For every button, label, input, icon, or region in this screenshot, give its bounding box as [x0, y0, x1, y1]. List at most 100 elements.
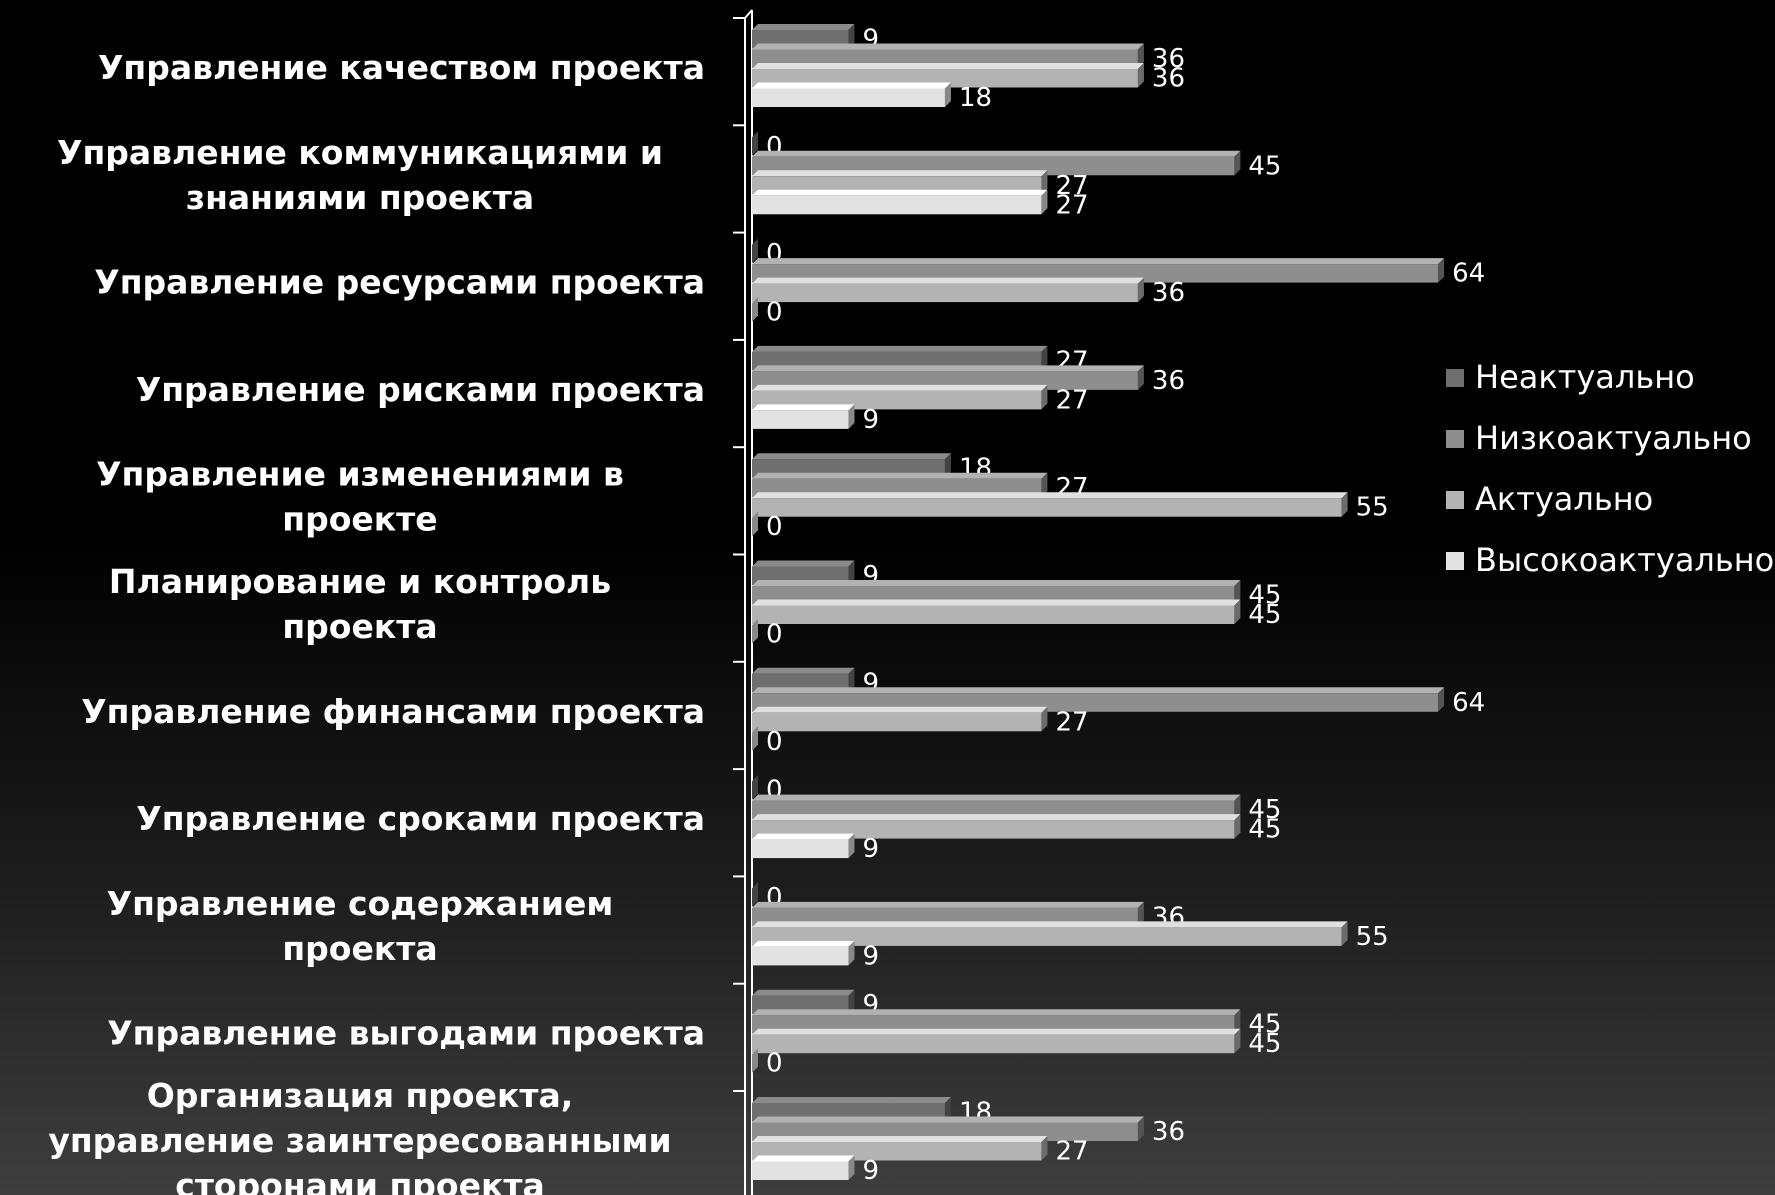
bar-top-face	[752, 794, 1241, 801]
bar-top-face	[752, 1028, 1241, 1035]
category-label: сторонами проекта	[175, 1166, 545, 1195]
bar-top-face	[752, 24, 855, 30]
bar-side-face	[1234, 1009, 1241, 1034]
bar-top-face	[752, 404, 855, 411]
bar-top-face	[752, 1155, 855, 1162]
bar-top-face	[752, 1009, 1241, 1016]
legend: Неактуально Низкоактуально Актуально Высоко…	[1446, 358, 1774, 579]
data-label: 27	[1055, 385, 1088, 415]
legend-swatch	[1446, 491, 1464, 509]
bar-top-face	[752, 687, 1445, 694]
data-label: 45	[1248, 795, 1281, 825]
bar-side-face	[752, 726, 758, 751]
bar-side-face	[1137, 63, 1144, 88]
data-label: 36	[1152, 366, 1185, 396]
data-label: 45	[1248, 151, 1281, 181]
bar-top-face	[752, 365, 1144, 372]
category-label: Управление содержанием	[107, 884, 614, 923]
category-label: Управление финансами проекта	[81, 692, 705, 731]
bar-top-face	[752, 667, 855, 674]
bar-side-face	[848, 1155, 855, 1180]
category-label: Управление рисками проекта	[136, 370, 705, 409]
data-label: 45	[1248, 600, 1281, 630]
category-label: знаниями проекта	[186, 178, 534, 217]
bar-side-face	[1041, 345, 1048, 371]
data-label: 0	[766, 298, 783, 328]
bar	[752, 946, 849, 966]
bar	[752, 820, 1235, 839]
category-label: управление заинтересованными	[48, 1121, 671, 1160]
bar-side-face	[1137, 277, 1144, 303]
bar-side-face	[752, 297, 758, 322]
data-label: 9	[862, 1156, 879, 1186]
data-label: 36	[1152, 1117, 1185, 1147]
bar-top-face	[752, 599, 1241, 606]
bar-side-face	[1438, 687, 1445, 712]
bar-top-face	[752, 150, 1241, 157]
data-label: 45	[1248, 1010, 1281, 1040]
bar-side-face	[752, 775, 758, 800]
bar-side-face	[1041, 384, 1048, 410]
category-label: Управление качеством проекта	[98, 48, 705, 87]
bar-top-face	[752, 492, 1348, 499]
data-label: 45	[1248, 581, 1281, 611]
data-label: 36	[1152, 44, 1185, 74]
category-label: Планирование и контроль	[109, 562, 611, 601]
data-label: 45	[1248, 1029, 1281, 1059]
bar-top-face	[752, 43, 1144, 50]
bar-top-face	[752, 814, 1241, 821]
bar	[752, 410, 849, 429]
bar	[752, 498, 1342, 517]
bar-top-face	[752, 921, 1348, 928]
bar-side-face	[944, 1097, 951, 1122]
bar-side-face	[1137, 365, 1144, 390]
bar-top-face	[752, 1116, 1144, 1123]
bar-top-face	[752, 940, 855, 947]
data-label: 36	[1152, 64, 1185, 94]
category-label: Организация проекта,	[147, 1076, 574, 1115]
data-label: 45	[1248, 815, 1281, 845]
value-axis-cap	[744, 9, 753, 19]
bar-top-face	[752, 384, 1048, 391]
data-label: 27	[1055, 707, 1088, 737]
bar-side-face	[1234, 814, 1241, 839]
bar-side-face	[848, 989, 855, 1015]
bar	[752, 927, 1342, 946]
bar	[752, 712, 1042, 732]
data-label: 9	[862, 405, 879, 435]
legend-label: Неактуально	[1475, 358, 1695, 396]
bar-side-face	[752, 1048, 758, 1073]
data-label: 0	[766, 1049, 783, 1079]
bar-side-face	[1041, 1136, 1048, 1161]
bar-side-face	[1234, 599, 1241, 624]
bar-side-face	[1341, 921, 1348, 946]
bar-side-face	[752, 238, 758, 264]
legend-swatch	[1446, 369, 1464, 387]
category-label: Управление ресурсами проекта	[94, 263, 705, 302]
bar-top-face	[752, 833, 855, 840]
category-label: Управление коммуникациями и	[57, 133, 663, 172]
bar-side-face	[848, 833, 855, 859]
bar-top-face	[752, 1097, 951, 1103]
bar-side-face	[1041, 189, 1048, 215]
bar-side-face	[752, 511, 758, 537]
bar-top-face	[752, 82, 951, 89]
bar-top-face	[752, 277, 1144, 284]
bar-side-face	[848, 404, 855, 429]
bar-side-face	[1234, 1028, 1241, 1054]
data-label: 18	[959, 83, 992, 113]
bar-top-face	[752, 901, 1144, 908]
bar-top-face	[752, 580, 1241, 586]
legend-label: Актуально	[1475, 480, 1653, 518]
bar	[752, 1161, 849, 1180]
data-label: 27	[1055, 1137, 1088, 1167]
bar-side-face	[1137, 901, 1144, 927]
category-label: Управление сроками проекта	[136, 799, 705, 838]
